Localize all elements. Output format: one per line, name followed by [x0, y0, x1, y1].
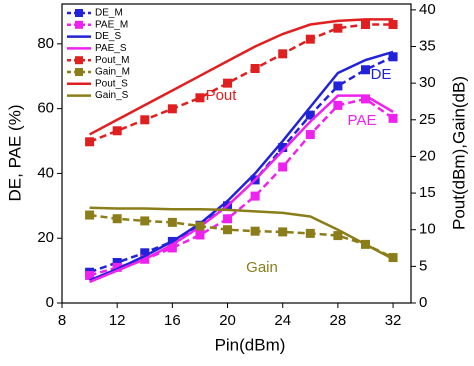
annotation: PAE: [348, 112, 377, 129]
y-tick-label: 60: [37, 100, 54, 117]
legend-marker: [75, 9, 83, 17]
y2-tick-label: 30: [419, 74, 436, 91]
marker: [112, 258, 122, 268]
annotation: DE: [371, 66, 392, 83]
annotation: Gain: [246, 259, 278, 276]
marker: [223, 225, 233, 235]
plot-frame: [61, 3, 412, 304]
marker: [278, 227, 288, 237]
marker: [388, 20, 398, 30]
marker: [360, 20, 370, 30]
legend-label: Pout_M: [95, 55, 129, 66]
marker: [85, 210, 95, 220]
y2-tick-label: 5: [419, 257, 427, 274]
y-tick-label: 20: [37, 229, 54, 246]
marker: [360, 65, 370, 75]
y-tick-label: 0: [46, 294, 54, 311]
series-line: [89, 18, 394, 136]
x-tick-label: 20: [219, 312, 236, 329]
marker: [388, 52, 398, 62]
x-tick-label: 16: [164, 312, 181, 329]
marker: [167, 217, 177, 227]
x-tick-label: 28: [330, 312, 347, 329]
marker: [112, 262, 122, 272]
series-line: [89, 213, 394, 259]
marker: [140, 248, 150, 258]
marker: [195, 93, 205, 103]
marker: [388, 253, 398, 263]
marker: [250, 226, 260, 236]
series-line: [89, 97, 394, 277]
marker: [388, 113, 398, 123]
y2-tick-label: 35: [419, 37, 436, 54]
legend-label: Pout_S: [95, 78, 128, 89]
x-tick-label: 32: [385, 312, 402, 329]
marker: [333, 100, 343, 110]
series-line: [89, 23, 394, 143]
y-tick-label: 80: [37, 35, 54, 52]
y2-tick-label: 25: [419, 111, 436, 128]
marker: [195, 230, 205, 240]
legend-label: Gain_M: [95, 67, 130, 78]
y2-tick-label: 0: [419, 294, 427, 311]
series-line: [89, 94, 394, 284]
marker: [305, 110, 315, 120]
marker: [305, 228, 315, 238]
marker: [167, 243, 177, 253]
x-tick-label: 8: [58, 312, 66, 329]
marker: [195, 221, 205, 231]
y2-tick-label: 10: [419, 221, 436, 238]
x-axis-label: Pin(dBm): [215, 335, 286, 354]
legend-label: PAE_M: [95, 19, 128, 30]
marker: [167, 104, 177, 114]
y2-tick-label: 15: [419, 184, 436, 201]
marker: [278, 162, 288, 172]
series-line: [89, 50, 394, 282]
y2-axis-label: Pout(dBm),Gain(dB): [449, 76, 468, 230]
marker: [333, 231, 343, 241]
y-tick-label: 40: [37, 164, 54, 181]
marker: [333, 23, 343, 33]
marker: [360, 94, 370, 104]
marker: [250, 63, 260, 73]
marker: [112, 126, 122, 136]
y2-tick-label: 40: [419, 1, 436, 18]
series-line: [89, 55, 394, 274]
legend-marker: [75, 56, 83, 65]
legend-label: DE_S: [95, 31, 121, 42]
x-tick-label: 24: [274, 312, 291, 329]
marker: [85, 270, 95, 280]
marker: [140, 216, 150, 226]
marker: [223, 214, 233, 224]
series-line: [89, 206, 394, 261]
marker: [278, 143, 288, 153]
marker: [305, 34, 315, 44]
y-axis-label: DE, PAE (%): [5, 105, 24, 202]
marker: [112, 214, 122, 224]
marker: [305, 130, 315, 140]
marker: [140, 115, 150, 125]
marker: [333, 81, 343, 91]
marker: [223, 78, 233, 88]
x-tick-label: 12: [109, 312, 126, 329]
legend-marker: [75, 68, 83, 76]
y2-tick-label: 20: [419, 147, 436, 164]
marker: [250, 191, 260, 201]
legend-label: PAE_S: [95, 43, 127, 54]
legend-marker: [75, 20, 83, 29]
annotation: Pout: [206, 87, 238, 104]
legend-label: Gain_S: [95, 90, 129, 101]
marker: [85, 137, 95, 147]
marker: [278, 49, 288, 59]
legend-label: DE_M: [95, 8, 123, 19]
